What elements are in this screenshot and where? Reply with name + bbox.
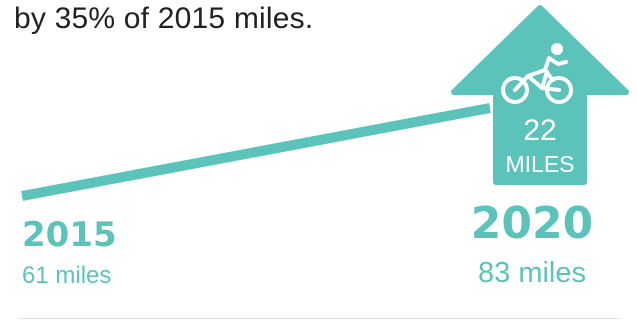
trend-line — [21, 103, 491, 201]
bottom-divider — [18, 318, 621, 319]
point-miles-2015: 61 miles — [22, 262, 111, 289]
up-arrow-shape — [451, 5, 629, 185]
arrow-unit: MILES — [505, 151, 574, 177]
caption-text: by 35% of 2015 miles. — [14, 2, 314, 35]
bicycle-icon — [501, 43, 573, 104]
up-arrow: 22 MILES — [451, 5, 629, 185]
point-year-2015: 2015 — [22, 215, 117, 255]
arrow-value: 22 — [523, 114, 556, 147]
point-year-2020: 2020 — [471, 198, 593, 249]
point-miles-2020: 83 miles — [478, 257, 586, 289]
